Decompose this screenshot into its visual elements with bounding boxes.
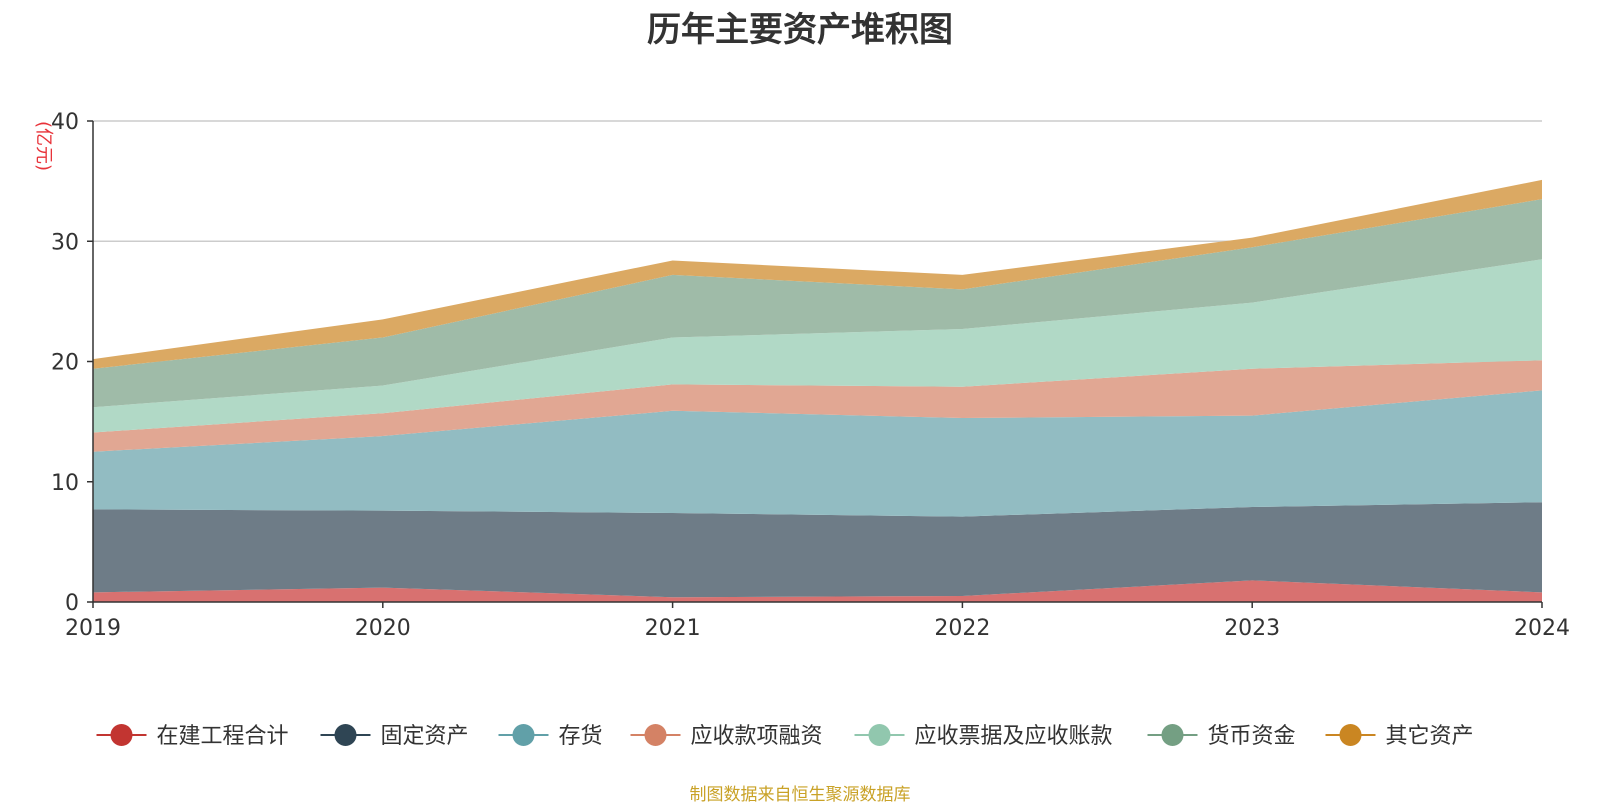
legend-circle-marker — [644, 724, 667, 746]
area-series-7 — [93, 179, 1542, 369]
x-tick-label: 2020 — [355, 616, 411, 641]
chart-title: 历年主要资产堆积图 — [647, 10, 953, 50]
legend-item-6[interactable]: 货币资金 — [1147, 724, 1296, 749]
y-unit-label: (亿元) — [33, 121, 54, 171]
area-series-6 — [93, 199, 1542, 408]
legend-label: 货币资金 — [1208, 724, 1296, 749]
y-tick-label: 40 — [51, 110, 79, 135]
area-series-1 — [93, 580, 1542, 602]
legend: 在建工程合计 固定资产 存货 应收款项融资 应收票据及应收账款 货币资金 其它资产 — [96, 724, 1474, 749]
legend-circle-marker — [1161, 724, 1184, 746]
legend-label: 应收款项融资 — [691, 724, 823, 749]
y-tick-label: 20 — [51, 351, 79, 376]
x-tick-label: 2023 — [1224, 616, 1280, 641]
legend-circle-marker — [1339, 724, 1362, 746]
area-series-4 — [93, 360, 1542, 452]
legend-label: 其它资产 — [1386, 724, 1474, 749]
legend-label: 应收票据及应收账款 — [915, 724, 1113, 749]
axes: 0 10 20 30 40 2019 2020 2021 2022 2023 2024 — [51, 110, 1570, 641]
legend-circle-marker — [512, 724, 535, 746]
area-series-5 — [93, 259, 1542, 433]
x-tick-label: 2019 — [65, 616, 121, 641]
x-tick-label: 2024 — [1514, 616, 1570, 641]
x-tick-label: 2021 — [645, 616, 701, 641]
legend-item-4[interactable]: 应收款项融资 — [630, 724, 823, 749]
legend-item-3[interactable]: 存货 — [498, 724, 603, 749]
legend-circle-marker — [868, 724, 891, 746]
legend-circle-marker — [110, 724, 133, 746]
legend-item-2[interactable]: 固定资产 — [320, 724, 469, 749]
legend-label: 在建工程合计 — [157, 724, 289, 749]
y-tick-label: 30 — [51, 230, 79, 255]
legend-item-7[interactable]: 其它资产 — [1325, 724, 1474, 749]
legend-circle-marker — [334, 724, 357, 746]
y-tick-label: 0 — [65, 591, 79, 616]
area-series-layer — [93, 179, 1542, 602]
legend-item-1[interactable]: 在建工程合计 — [96, 724, 289, 749]
area-series-3 — [93, 390, 1542, 517]
x-tick-label: 2022 — [934, 616, 990, 641]
legend-item-5[interactable]: 应收票据及应收账款 — [854, 724, 1113, 749]
legend-label: 存货 — [559, 724, 603, 749]
source-note: 制图数据来自恒生聚源数据库 — [689, 785, 911, 805]
area-series-2 — [93, 502, 1542, 598]
y-tick-label: 10 — [51, 471, 79, 496]
legend-label: 固定资产 — [381, 724, 469, 749]
